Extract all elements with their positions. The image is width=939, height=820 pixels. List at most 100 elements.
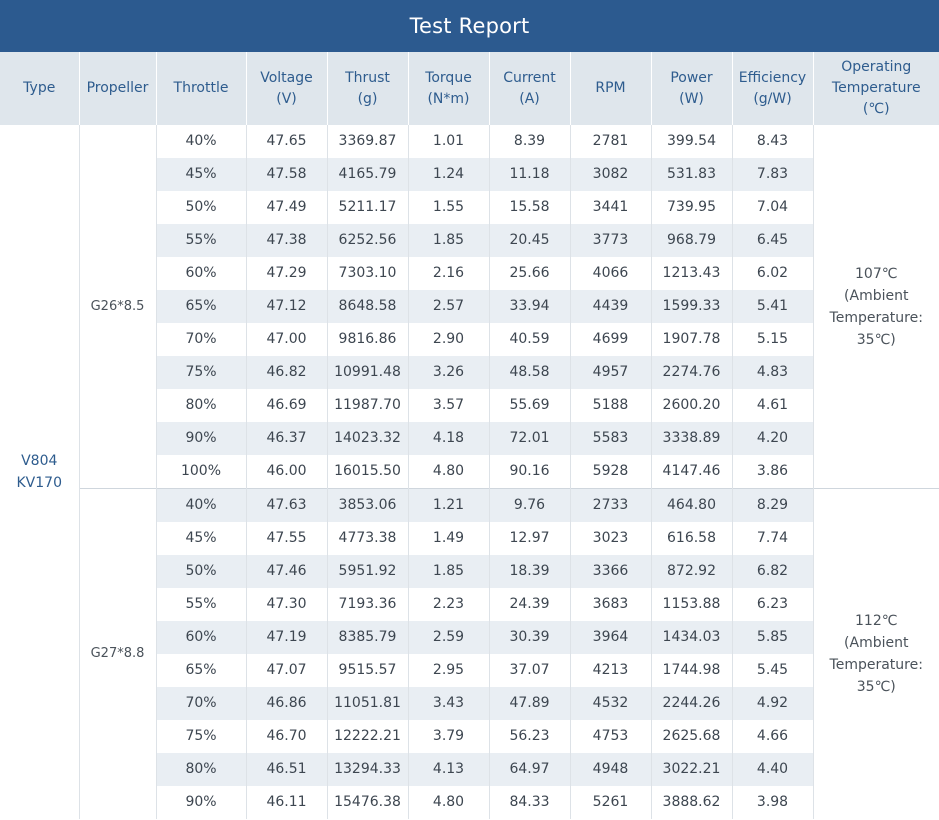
- power-cell: 2625.68: [650, 720, 732, 753]
- rpm-cell: 3964: [569, 621, 651, 654]
- thrust-cell: 13294.33: [326, 753, 408, 786]
- torque-cell: 4.80: [407, 455, 489, 489]
- power-cell: 2244.26: [650, 687, 732, 720]
- power-cell: 616.58: [650, 522, 732, 555]
- table-row: 100% 46.00 16015.50 4.80 90.16 5928 4147.46 3.8…: [0, 455, 939, 489]
- efficiency-cell: 6.82: [731, 555, 813, 588]
- header-type: Type: [0, 52, 79, 125]
- torque-cell: 3.43: [407, 687, 489, 720]
- torque-cell: 4.80: [407, 786, 489, 819]
- thrust-cell: 9515.57: [326, 654, 408, 687]
- torque-cell: 4.18: [407, 422, 489, 455]
- thrust-cell: 4165.79: [326, 158, 408, 191]
- thrust-cell: 15476.38: [326, 786, 408, 819]
- throttle-cell: 50%: [155, 191, 246, 224]
- throttle-cell: 100%: [155, 455, 246, 489]
- current-cell: 11.18: [488, 158, 570, 191]
- power-cell: 968.79: [650, 224, 732, 257]
- table-row: V804 KV170 G26*8.5 40% 47.65 3369.87 1.01 8.39 2…: [0, 125, 939, 819]
- table-row: 80% 46.51 13294.33 4.13 64.97 4948 3022.21 4.40: [0, 753, 939, 786]
- efficiency-cell: 5.41: [731, 290, 813, 323]
- type-cell: V804 KV170: [0, 125, 80, 819]
- torque-cell: 1.49: [407, 522, 489, 555]
- rpm-cell: 4213: [569, 654, 651, 687]
- rpm-cell: 3441: [569, 191, 651, 224]
- thrust-cell: 5211.17: [326, 191, 408, 224]
- table-row: 65% 47.07 9515.57 2.95 37.07 4213 1744.98 5.45: [0, 654, 939, 687]
- current-cell: 25.66: [488, 257, 570, 290]
- power-cell: 464.80: [650, 488, 732, 522]
- rpm-cell: 4532: [569, 687, 651, 720]
- efficiency-cell: 8.29: [731, 488, 813, 522]
- header-temperature: Operating Temperature (℃): [812, 52, 939, 125]
- efficiency-cell: 7.74: [731, 522, 813, 555]
- throttle-cell: 90%: [155, 786, 246, 819]
- voltage-cell: 47.29: [245, 257, 327, 290]
- efficiency-cell: 4.83: [731, 356, 813, 389]
- voltage-cell: 47.30: [245, 588, 327, 621]
- torque-cell: 2.57: [407, 290, 489, 323]
- rpm-cell: 3773: [569, 224, 651, 257]
- header-torque: Torque (N*m): [407, 52, 489, 125]
- efficiency-cell: 8.43: [731, 125, 813, 158]
- throttle-cell: 70%: [155, 687, 246, 720]
- throttle-cell: 55%: [155, 588, 246, 621]
- thrust-cell: 7193.36: [326, 588, 408, 621]
- rpm-cell: 4948: [569, 753, 651, 786]
- thrust-cell: 14023.32: [326, 422, 408, 455]
- rpm-cell: 2733: [569, 488, 651, 522]
- rpm-cell: 5928: [569, 455, 651, 489]
- torque-cell: 2.59: [407, 621, 489, 654]
- thrust-cell: 9816.86: [326, 323, 408, 356]
- table-row: 70% 46.86 11051.81 3.43 47.89 4532 2244.26 4.92: [0, 687, 939, 720]
- efficiency-cell: 5.15: [731, 323, 813, 356]
- torque-cell: 3.26: [407, 356, 489, 389]
- current-cell: 12.97: [488, 522, 570, 555]
- throttle-cell: 90%: [155, 422, 246, 455]
- thrust-cell: 16015.50: [326, 455, 408, 489]
- throttle-cell: 80%: [155, 389, 246, 422]
- rpm-cell: 3366: [569, 555, 651, 588]
- header-rpm: RPM: [569, 52, 651, 125]
- current-cell: 8.39: [488, 125, 570, 158]
- current-cell: 84.33: [488, 786, 570, 819]
- table-row: 70% 47.00 9816.86 2.90 40.59 4699 1907.78 5.15: [0, 323, 939, 356]
- current-cell: 9.76: [488, 488, 570, 522]
- throttle-cell: 65%: [155, 290, 246, 323]
- current-cell: 48.58: [488, 356, 570, 389]
- table-row: 45% 47.58 4165.79 1.24 11.18 3082 531.83 7.83: [0, 158, 939, 191]
- torque-cell: 1.85: [407, 555, 489, 588]
- current-cell: 64.97: [488, 753, 570, 786]
- header-current: Current (A): [488, 52, 570, 125]
- voltage-cell: 47.12: [245, 290, 327, 323]
- throttle-cell: 45%: [155, 158, 246, 191]
- power-cell: 1744.98: [650, 654, 732, 687]
- thrust-cell: 7303.10: [326, 257, 408, 290]
- table-row: 55% 47.30 7193.36 2.23 24.39 3683 1153.88 6.23: [0, 588, 939, 621]
- efficiency-cell: 7.04: [731, 191, 813, 224]
- voltage-cell: 47.46: [245, 555, 327, 588]
- current-cell: 47.89: [488, 687, 570, 720]
- torque-cell: 1.01: [407, 125, 489, 158]
- voltage-cell: 46.37: [245, 422, 327, 455]
- table-body: V804 KV170 G26*8.5 40% 47.65 3369.87 1.01 8.39 2…: [0, 125, 939, 819]
- header-thrust: Thrust (g): [326, 52, 408, 125]
- voltage-cell: 47.19: [245, 621, 327, 654]
- current-cell: 20.45: [488, 224, 570, 257]
- rpm-cell: 3082: [569, 158, 651, 191]
- torque-cell: 2.90: [407, 323, 489, 356]
- efficiency-cell: 6.23: [731, 588, 813, 621]
- torque-cell: 4.13: [407, 753, 489, 786]
- torque-cell: 1.24: [407, 158, 489, 191]
- efficiency-cell: 4.40: [731, 753, 813, 786]
- table-row: 90% 46.37 14023.32 4.18 72.01 5583 3338.89 4.20: [0, 422, 939, 455]
- current-cell: 55.69: [488, 389, 570, 422]
- power-cell: 1213.43: [650, 257, 732, 290]
- throttle-cell: 60%: [155, 621, 246, 654]
- rpm-cell: 4957: [569, 356, 651, 389]
- table-row: 60% 47.19 8385.79 2.59 30.39 3964 1434.03 5.85: [0, 621, 939, 654]
- table-row: 55% 47.38 6252.56 1.85 20.45 3773 968.79 6.45: [0, 224, 939, 257]
- voltage-cell: 47.55: [245, 522, 327, 555]
- header-power: Power (W): [650, 52, 732, 125]
- thrust-cell: 11051.81: [326, 687, 408, 720]
